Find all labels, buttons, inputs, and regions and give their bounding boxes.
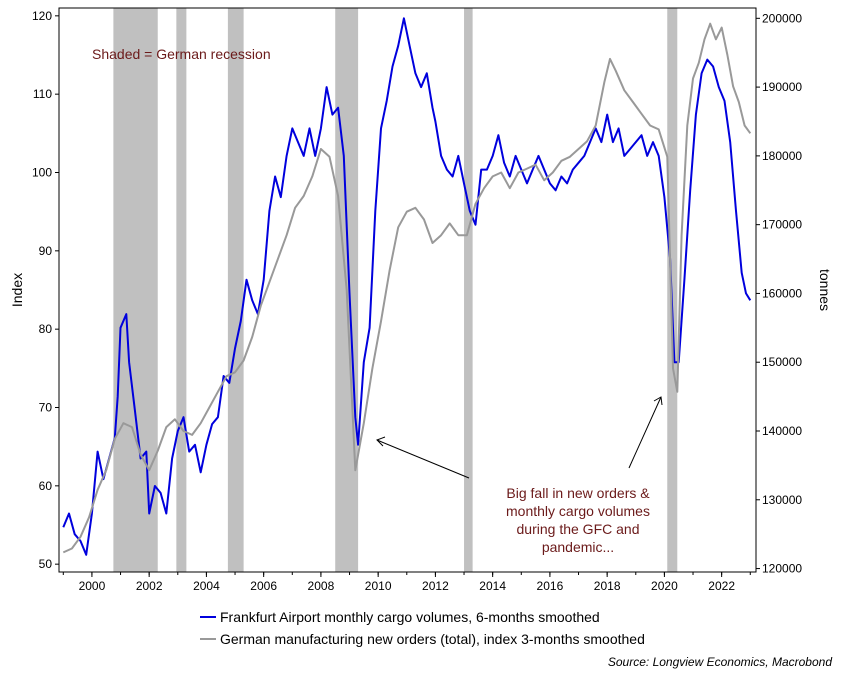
callout-line-4: pandemic... [542,539,614,555]
x-axis-ticks: 2000 2002 2004 2006 2008 2010 2012 2014 2016 2018… [62,572,751,593]
right-tick-label: 130000 [762,493,802,507]
right-axis-title: tonnes [817,269,833,311]
legend-swatch-cargo [200,616,216,618]
legend-item-orders: German manufacturing new orders (total),… [200,628,645,650]
recession-band-1 [113,8,158,572]
legend: Frankfurt Airport monthly cargo volumes,… [200,606,645,650]
callout-line-3: during the GFC and [517,521,640,537]
right-tick-label: 120000 [762,562,802,576]
x-tick-label: 2012 [422,579,449,593]
right-tick-label: 170000 [762,218,802,232]
arrow-gfc [376,439,470,479]
plot-frame [58,7,757,573]
callout-annotation: Big fall in new orders & monthly cargo v… [506,485,650,555]
right-axis-ticks: 120000 130000 140000 150000 160000 170000 1800… [756,11,802,576]
x-tick-label: 2004 [193,579,220,593]
left-tick-label: 90 [39,244,53,258]
x-tick-label: 2000 [79,579,106,593]
right-tick-label: 160000 [762,286,802,300]
legend-label-orders: German manufacturing new orders (total),… [220,631,645,647]
recession-band-5 [464,8,473,572]
callout-arrows [376,396,663,479]
legend-label-cargo: Frankfurt Airport monthly cargo volumes,… [220,609,600,625]
left-axis-title: Index [9,273,25,307]
x-tick-label: 2008 [308,579,335,593]
x-tick-label: 2002 [136,579,163,593]
left-tick-label: 80 [39,322,53,336]
right-tick-label: 140000 [762,424,802,438]
x-tick-label: 2018 [594,579,621,593]
arrow-pandemic [628,396,662,469]
right-tick-label: 200000 [762,11,802,25]
x-tick-label: 2020 [651,579,678,593]
shaded-annotation: Shaded = German recession [92,46,271,62]
callout-line-1: Big fall in new orders & [506,485,650,501]
left-tick-label: 110 [33,87,52,101]
x-tick-label: 2006 [250,579,277,593]
callout-line-2: monthly cargo volumes [506,503,650,519]
left-tick-label: 100 [32,166,52,180]
series-lines [62,17,752,556]
x-tick-label: 2016 [537,579,564,593]
source-note: Source: Longview Economics, Macrobond [607,655,832,669]
left-tick-label: 50 [39,557,53,571]
arrow-pandemic-head [653,396,663,406]
legend-item-cargo: Frankfurt Airport monthly cargo volumes,… [200,606,645,628]
right-tick-label: 150000 [762,355,802,369]
right-tick-label: 190000 [762,80,802,94]
series-line-cargo [62,17,752,556]
left-tick-label: 60 [39,479,53,493]
right-tick-label: 180000 [762,149,802,163]
arrow-gfc-head [376,436,386,447]
recession-band-2 [176,8,187,572]
x-tick-label: 2010 [365,579,392,593]
left-axis-ticks: 50 60 70 80 90 100 110 120 [32,9,59,571]
series-line-orders [62,22,752,554]
legend-swatch-orders [200,638,216,640]
recession-band-3 [227,8,244,572]
x-tick-label: 2022 [708,579,735,593]
left-tick-label: 70 [39,401,53,415]
left-tick-label: 120 [32,9,52,23]
x-tick-label: 2014 [479,579,506,593]
